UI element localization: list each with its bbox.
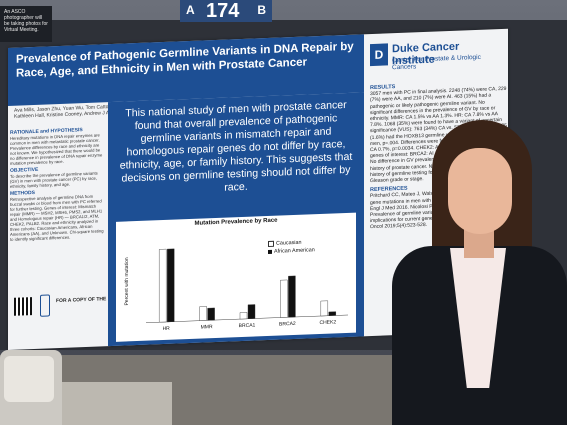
bar-brca2-african-american [288,275,296,318]
category-label: HR [163,326,171,332]
section-text: Retrospective analysis of germline DNA f… [10,193,104,242]
highlight-text: This national study of men with prostate… [119,98,353,194]
bar-chek2-african-american [328,311,337,316]
bar-chek2-caucasian [320,300,329,317]
category-label: CHEK2 [319,319,336,326]
board-side-a: A [186,3,195,17]
section-text: To describe the prevalence of germline v… [10,170,98,189]
category-label: BRCA1 [239,322,256,329]
board-number-sign: A 174 B [180,0,272,22]
category-label: BRCA2 [279,321,296,328]
bar-hr-african-american [167,248,175,323]
highlight-panel: This national study of men with prostate… [108,92,364,347]
research-poster: Prevalence of Pathogenic Germline Varian… [8,28,508,351]
side-table [62,382,172,425]
bar-hr-caucasian [159,248,167,323]
bar-brca2-caucasian [280,279,288,318]
duke-logo: D Duke Cancer Institute Center For Prost… [370,35,505,80]
chart-svg: Percent with mutation HR MMR BRCA1 BRCA2 CHEK… [124,248,348,332]
duke-shield-icon: D [370,43,388,67]
logo-subtitle: Center For Prostate & Urologic Cancers [392,53,481,72]
presenter [392,120,567,425]
bar-mmr-african-american [207,307,215,321]
bar-mmr-caucasian [199,306,207,321]
phone-icon [40,294,50,317]
board-number: 174 [206,0,240,22]
board-side-b: B [257,3,266,17]
photo-notice-sign: An ASCO photographer will be taking phot… [0,6,52,42]
mutation-chart: Mutation Prevalence by Race Caucasian Af… [116,212,356,342]
qr-code-icon [14,297,32,316]
category-label: MMR [201,324,213,330]
y-axis-label: Percent with mutation [124,257,130,306]
bar-brca1-caucasian [239,312,248,320]
presenter-face [448,148,512,234]
bar-brca1-african-american [247,304,256,319]
chair-back [4,356,54,402]
section-text: Hereditary mutations in DNA repair enzym… [10,132,103,166]
